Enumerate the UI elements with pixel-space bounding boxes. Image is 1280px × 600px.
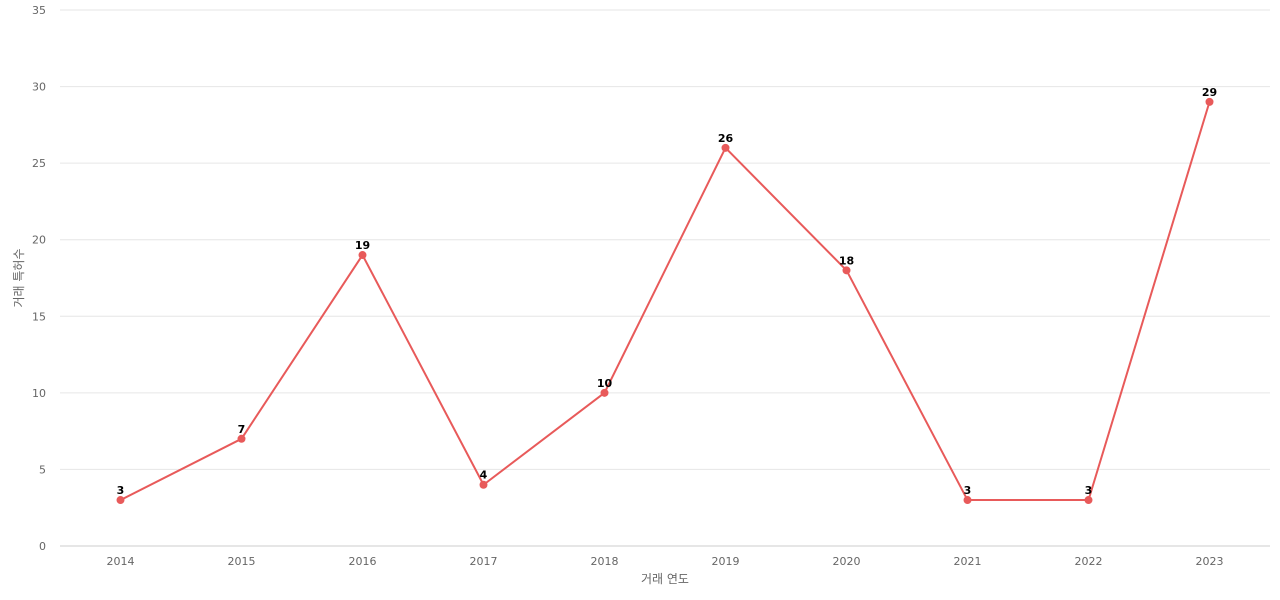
data-label: 7	[238, 423, 246, 436]
series-line	[120, 101, 1211, 502]
x-tick-label: 2015	[228, 555, 256, 568]
data-label: 3	[964, 484, 972, 497]
data-point	[721, 143, 730, 152]
y-tick-label: 15	[32, 310, 46, 323]
data-point	[479, 480, 488, 489]
data-point	[116, 496, 125, 505]
data-point	[358, 251, 367, 260]
data-labels: 3 7 19 4 10 26 18 3 3 29	[117, 86, 1217, 497]
data-label: 18	[839, 254, 854, 267]
y-tick-label: 30	[32, 81, 46, 94]
data-label: 4	[480, 469, 488, 482]
x-tick-label: 2017	[470, 555, 498, 568]
y-tick-label: 0	[39, 540, 46, 553]
data-label: 26	[718, 132, 734, 145]
data-point	[1084, 496, 1093, 505]
y-tick-label: 20	[32, 234, 46, 247]
data-label: 3	[1085, 484, 1093, 497]
x-tick-label: 2023	[1196, 555, 1224, 568]
x-axis-ticks: 2014 2015 2016 2017 2018 2019 2020 2021 2022 2023	[107, 555, 1224, 568]
y-tick-label: 5	[39, 463, 46, 476]
data-label: 29	[1202, 86, 1217, 99]
y-tick-label: 10	[32, 387, 46, 400]
data-point	[963, 496, 972, 505]
x-tick-label: 2014	[107, 555, 135, 568]
y-axis-label: 거래 특허수	[12, 248, 26, 307]
data-point	[237, 434, 246, 443]
data-label: 10	[597, 377, 613, 390]
series-markers	[116, 97, 1214, 505]
data-point	[842, 266, 851, 275]
y-tick-label: 35	[32, 4, 46, 17]
y-tick-label: 25	[32, 157, 46, 170]
grid-lines	[60, 9, 1270, 547]
data-point	[1205, 97, 1214, 106]
x-axis-label: 거래 연도	[641, 572, 689, 586]
x-tick-label: 2019	[712, 555, 740, 568]
x-tick-label: 2020	[833, 555, 861, 568]
x-tick-label: 2022	[1075, 555, 1103, 568]
x-tick-label: 2021	[954, 555, 982, 568]
x-tick-label: 2016	[349, 555, 377, 568]
y-axis-ticks: 0 5 10 15 20 25 30 35	[32, 4, 46, 553]
data-label: 19	[355, 239, 370, 252]
data-point	[600, 388, 609, 397]
data-label: 3	[117, 484, 125, 497]
x-tick-label: 2018	[591, 555, 619, 568]
